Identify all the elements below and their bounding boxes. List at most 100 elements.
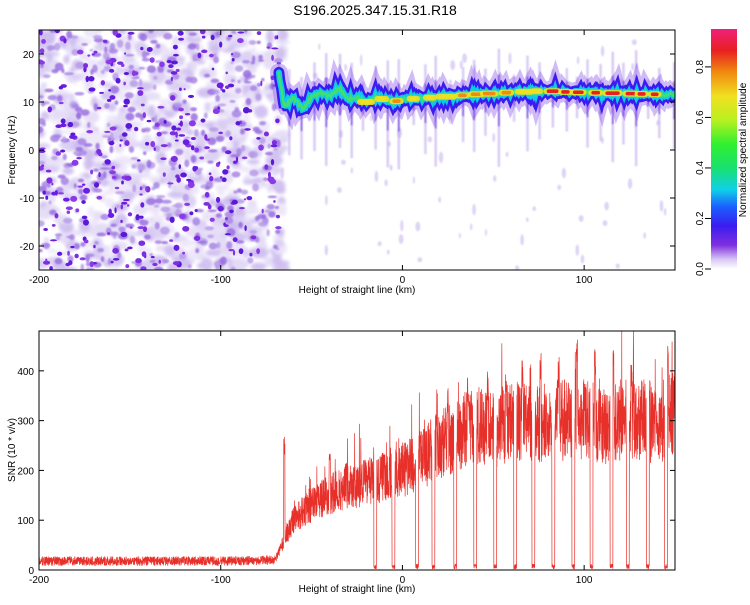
noise-blob (210, 78, 220, 84)
noise-blob (79, 194, 88, 201)
ridge-hot-core (501, 90, 512, 95)
snr-x-tick-label: 0 (400, 575, 406, 586)
noise-speck (398, 234, 404, 245)
noise-blob (273, 147, 278, 152)
noise-speck (561, 167, 567, 179)
spectrogram-y-tick-label: -10 (20, 194, 35, 205)
noise-haze (175, 90, 182, 104)
noise-haze (265, 30, 275, 44)
ridge-hot-core (359, 100, 373, 104)
noise-speck (336, 187, 342, 193)
noise-dot (209, 217, 215, 222)
noise-blob (131, 164, 137, 169)
noise-dot (45, 258, 48, 262)
noise-dot (204, 191, 210, 198)
noise-blob (115, 204, 120, 209)
noise-dot (227, 34, 233, 38)
noise-blob (269, 83, 275, 90)
noise-blob (85, 253, 95, 258)
snr-x-tick-label: -100 (211, 575, 231, 586)
noise-dot (59, 149, 66, 153)
noise-blob (161, 241, 169, 245)
noise-haze (166, 192, 185, 198)
noise-blob (149, 253, 153, 257)
noise-dot (204, 134, 208, 141)
noise-blob (230, 266, 236, 270)
noise-dot (169, 131, 177, 136)
noise-dot (43, 228, 48, 232)
noise-dot (43, 260, 51, 265)
noise-speck (627, 178, 633, 190)
noise-dot (171, 125, 177, 131)
noise-speck (520, 234, 524, 246)
noise-dot (108, 141, 115, 146)
noise-blob (248, 150, 259, 159)
noise-blob (237, 79, 241, 84)
noise-haze (250, 262, 267, 270)
noise-dot (96, 106, 102, 110)
noise-blob (248, 39, 257, 46)
noise-haze (115, 213, 127, 225)
noise-dot (140, 46, 144, 51)
noise-dot (137, 226, 145, 230)
noise-blob (109, 231, 119, 236)
noise-blob (139, 33, 148, 42)
noise-dot (162, 172, 166, 177)
noise-dot (65, 262, 71, 267)
noise-blob (153, 75, 158, 80)
noise-dot (79, 257, 86, 261)
noise-dot (41, 164, 45, 168)
colorbar: 0.0 0.2 0.4 0.6 0.8 Normalized spectral ampl… (695, 29, 749, 276)
noise-blob (266, 203, 275, 210)
noise-haze (235, 136, 243, 141)
noise-dot (104, 130, 111, 133)
noise-dot (187, 94, 195, 99)
noise-dot (207, 204, 212, 210)
noise-blob (267, 143, 271, 149)
noise-dot (275, 118, 280, 124)
noise-dot (70, 245, 75, 249)
noise-dot (124, 140, 130, 147)
noise-blob (54, 257, 63, 265)
noise-speck (462, 53, 467, 63)
noise-blob (114, 191, 125, 195)
colorbar-tick-label: 0.6 (695, 110, 706, 124)
noise-blob (234, 65, 244, 72)
noise-dot (39, 48, 45, 54)
noise-blob (96, 232, 106, 237)
noise-dot (249, 252, 253, 257)
noise-blob (142, 184, 146, 189)
noise-dot (216, 82, 224, 89)
noise-blob (107, 122, 111, 128)
noise-dot (39, 59, 44, 64)
noise-blob (153, 204, 160, 208)
noise-haze (91, 161, 106, 166)
noise-haze (149, 213, 164, 228)
noise-blob (189, 76, 198, 84)
noise-haze (91, 251, 102, 260)
noise-dot (176, 176, 181, 183)
noise-dot (146, 119, 152, 123)
noise-blob (78, 188, 84, 195)
noise-speck (412, 176, 415, 184)
noise-dot (219, 41, 223, 48)
noise-dot (229, 136, 233, 141)
noise-blob (93, 103, 99, 112)
noise-dot (45, 195, 49, 200)
noise-dot (137, 90, 144, 96)
noise-dot (178, 107, 184, 112)
noise-blob (175, 148, 184, 156)
noise-blob (117, 251, 122, 259)
noise-blob (256, 40, 261, 45)
noise-dot (75, 208, 80, 213)
noise-dot (106, 98, 112, 102)
noise-blob (64, 72, 74, 76)
noise-dot (120, 231, 128, 238)
noise-blob (254, 129, 263, 135)
noise-dot (142, 112, 147, 119)
noise-dot (244, 225, 247, 232)
noise-blob (161, 199, 172, 204)
ridge-hot-core (409, 96, 417, 101)
spectrogram-carrier-trace (269, 48, 675, 170)
noise-dot (238, 207, 245, 210)
